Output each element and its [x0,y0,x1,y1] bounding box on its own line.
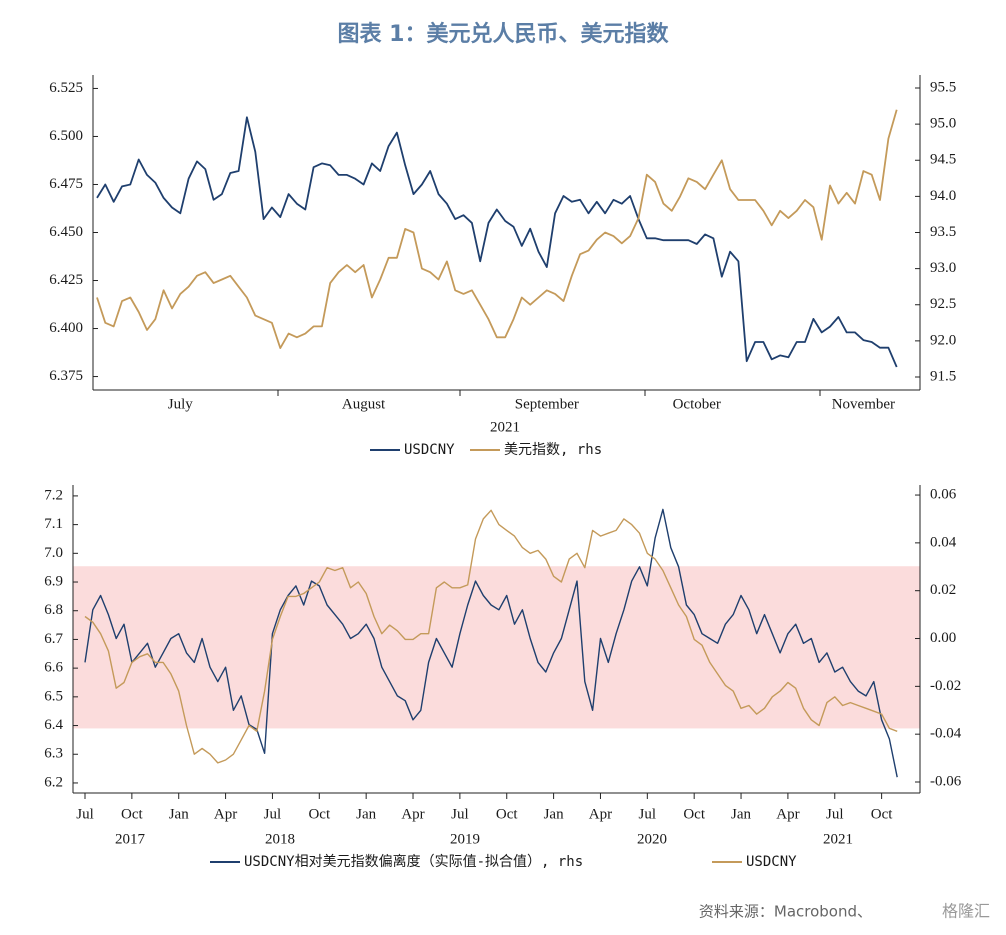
y-tick-label: 95.0 [930,116,956,132]
x-tick-label: Oct [308,806,330,822]
x-tick-label: August [342,396,386,412]
legend-label: USDCNY相对美元指数偏离度（实际值-拟合值）, rhs [244,853,583,870]
x-tick-label: Jul [826,806,844,822]
y-tick-label: 6.500 [49,128,83,144]
y-tick-label: 6.375 [49,368,83,384]
series-line [84,509,898,764]
page-title: 图表 1：美元兑人民币、美元指数 [338,21,670,47]
series-line [84,508,898,778]
x-group-label: 2018 [265,831,295,847]
legend-label: 美元指数, rhs [504,442,602,458]
x-group-label: 2017 [115,831,146,847]
x-tick-label: September [515,396,579,412]
y-tick-label: 6.9 [44,573,63,589]
x-tick-label: Apr [776,806,799,822]
x-tick-label: Jan [356,806,376,822]
x-tick-label: Jan [544,806,564,822]
x-tick-label: July [168,396,194,412]
y-tick-label: 7.2 [44,487,63,503]
y-tick-label: 6.4 [44,717,63,733]
y-tick-label: 92.5 [930,296,956,312]
y-tick-label: 94.5 [930,152,956,168]
x-tick-label: Oct [871,806,893,822]
x-group-label: 2019 [450,831,480,847]
x-tick-label: November [832,396,895,412]
x-tick-label: Apr [589,806,612,822]
y-tick-label: 93.5 [930,224,956,240]
x-tick-label: Jul [76,806,94,822]
y-tick-label: 6.475 [49,176,83,192]
y-tick-label: 6.2 [44,774,63,790]
y-tick-label: 92.0 [930,332,956,348]
legend-label: USDCNY [746,854,797,870]
x-tick-label: Oct [496,806,518,822]
x-tick-label: Apr [401,806,424,822]
y-tick-label: -0.04 [930,726,962,742]
series-line [96,116,898,368]
x-tick-label: Jul [451,806,469,822]
y-tick-label: -0.06 [930,773,962,789]
y-tick-label: 6.5 [44,688,63,704]
y-tick-label: -0.02 [930,678,961,694]
x-group-label: 2021 [490,419,520,435]
x-group-label: 2020 [637,831,667,847]
y-tick-label: 6.425 [49,272,83,288]
y-tick-label: 6.3 [44,746,63,762]
y-tick-label: 0.00 [930,630,956,646]
y-tick-label: 7.0 [44,545,63,561]
y-tick-label: 0.02 [930,582,956,598]
x-tick-label: Oct [683,806,705,822]
x-group-label: 2021 [823,831,853,847]
x-tick-label: Jan [731,806,751,822]
y-tick-label: 91.5 [930,368,956,384]
source: 资料来源：Macrobond、 [699,903,872,921]
y-tick-label: 6.7 [44,631,63,647]
y-tick-label: 7.1 [44,516,63,532]
y-tick-label: 6.400 [49,320,83,336]
x-tick-label: Jul [264,806,282,822]
shaded-band [73,566,920,729]
x-tick-label: Oct [121,806,143,822]
y-tick-label: 93.0 [930,260,956,276]
y-tick-label: 95.5 [930,79,956,95]
y-tick-label: 94.0 [930,188,956,204]
y-tick-label: 0.06 [930,486,957,502]
y-tick-label: 6.450 [49,224,83,240]
legend-label: USDCNY [404,442,455,458]
watermark: 格隆汇 [942,902,990,921]
series-line [96,109,898,349]
y-tick-label: 0.04 [930,534,957,550]
x-tick-label: Jan [169,806,189,822]
y-tick-label: 6.6 [44,660,63,676]
x-tick-label: October [673,396,721,412]
y-tick-label: 6.8 [44,602,63,618]
x-tick-label: Jul [639,806,657,822]
x-tick-label: Apr [214,806,237,822]
y-tick-label: 6.525 [49,80,83,96]
